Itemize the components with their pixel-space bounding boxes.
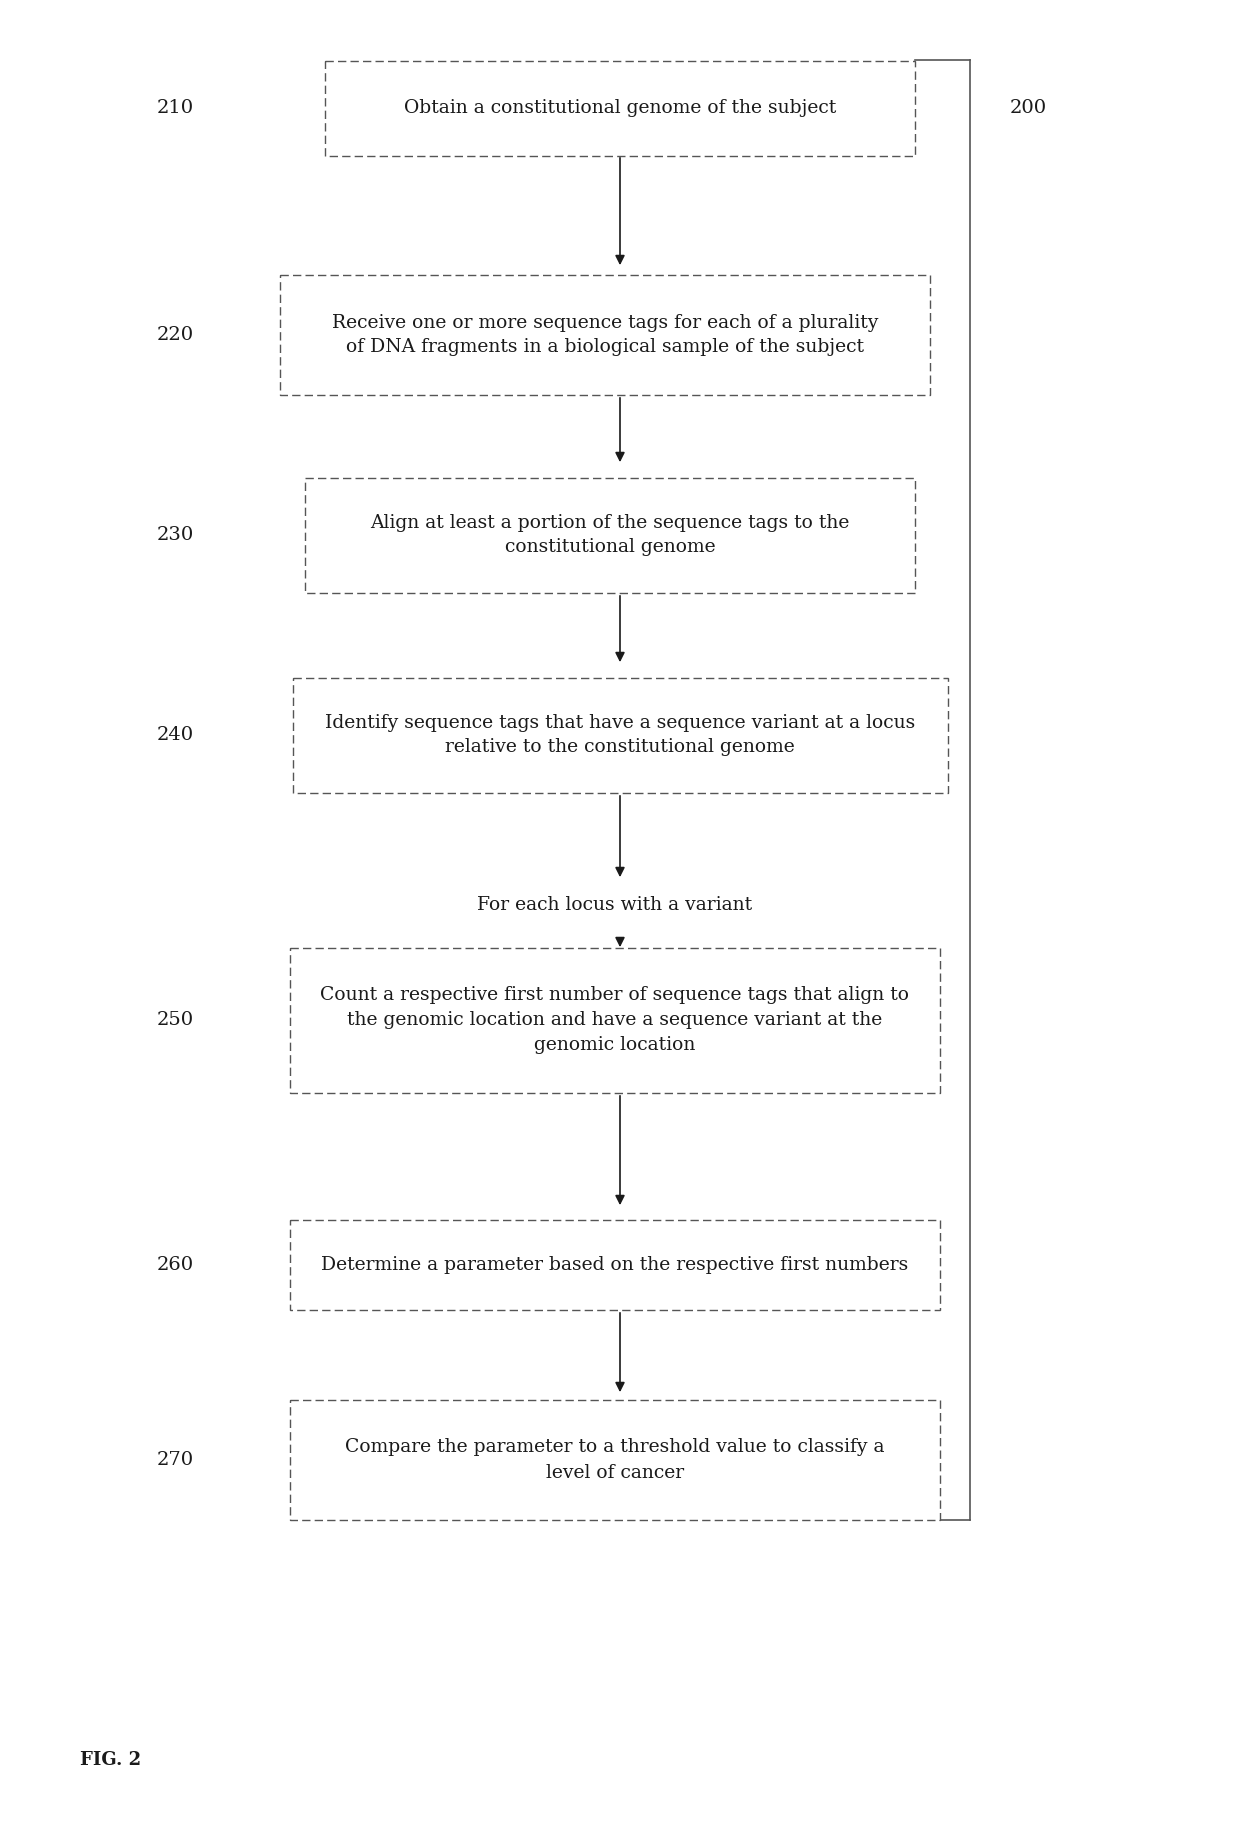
Text: Receive one or more sequence tags for each of a plurality
of DNA fragments in a : Receive one or more sequence tags for ea… xyxy=(332,314,878,356)
FancyBboxPatch shape xyxy=(290,1220,940,1311)
FancyBboxPatch shape xyxy=(290,1399,940,1519)
Text: 210: 210 xyxy=(156,100,193,116)
Text: 250: 250 xyxy=(156,1012,193,1028)
Text: 230: 230 xyxy=(156,526,193,545)
Text: 260: 260 xyxy=(156,1255,193,1274)
Text: Count a respective first number of sequence tags that align to
the genomic locat: Count a respective first number of seque… xyxy=(320,986,909,1054)
Text: Align at least a portion of the sequence tags to the
constitutional genome: Align at least a portion of the sequence… xyxy=(371,513,849,556)
Text: For each locus with a variant: For each locus with a variant xyxy=(477,895,753,914)
Text: Compare the parameter to a threshold value to classify a
level of cancer: Compare the parameter to a threshold val… xyxy=(345,1438,885,1482)
Text: 240: 240 xyxy=(156,725,193,744)
Text: Identify sequence tags that have a sequence variant at a locus
relative to the c: Identify sequence tags that have a seque… xyxy=(325,714,915,757)
Text: 200: 200 xyxy=(1011,100,1047,116)
Text: Determine a parameter based on the respective first numbers: Determine a parameter based on the respe… xyxy=(321,1255,909,1274)
FancyBboxPatch shape xyxy=(325,61,915,155)
FancyBboxPatch shape xyxy=(290,947,940,1093)
Text: 270: 270 xyxy=(156,1451,193,1469)
Text: FIG. 2: FIG. 2 xyxy=(81,1752,141,1768)
FancyBboxPatch shape xyxy=(280,275,930,395)
FancyBboxPatch shape xyxy=(305,478,915,593)
Text: Obtain a constitutional genome of the subject: Obtain a constitutional genome of the su… xyxy=(404,100,836,116)
FancyBboxPatch shape xyxy=(293,677,947,792)
Text: 220: 220 xyxy=(156,327,193,343)
